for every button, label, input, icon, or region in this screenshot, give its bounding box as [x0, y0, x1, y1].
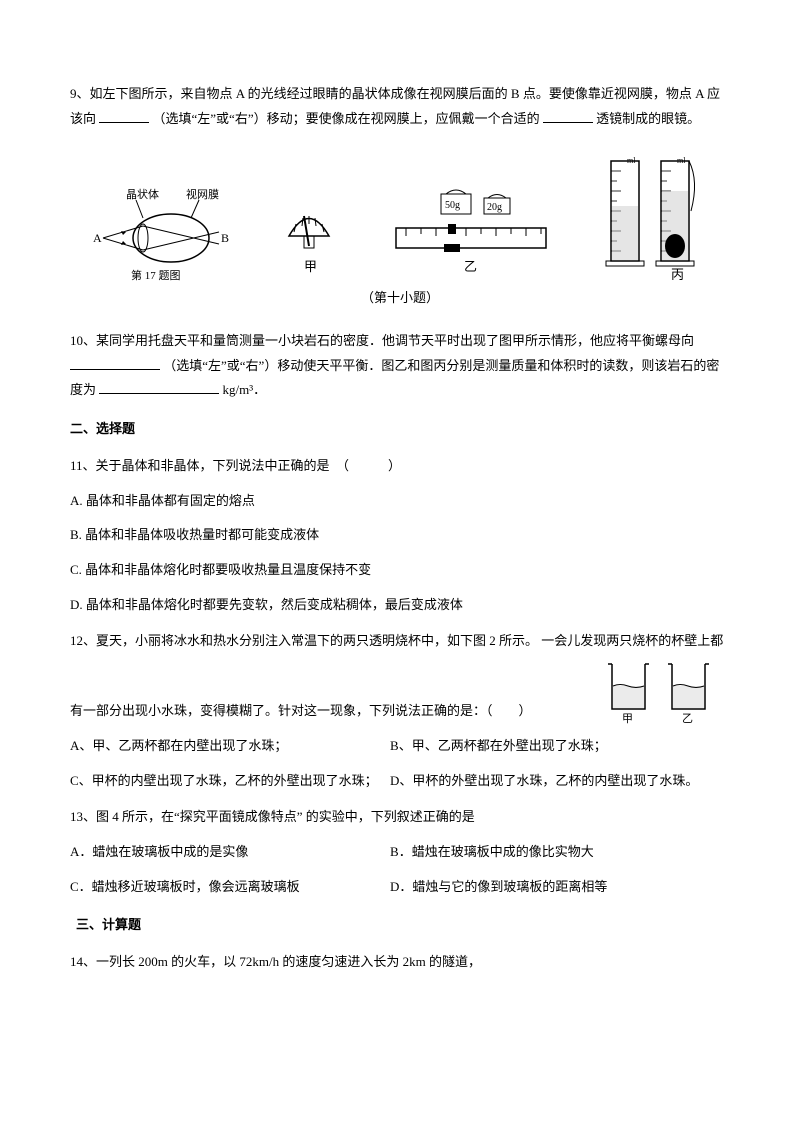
question-12: 12、夏天，小丽将冰水和热水分别注入常温下的两只透明烧杯中，如下图 2 所示。 … — [70, 629, 730, 793]
q12-stem2: 有一部分出现小水珠，变得模糊了。针对这一现象，下列说法正确的是：（ ） — [70, 699, 594, 724]
q13-opt-b[interactable]: B．蜡烛在玻璃板中成的像比实物大 — [390, 840, 707, 865]
label-jia: 甲 — [304, 259, 317, 274]
eye-diagram-svg: 晶状体 视网膜 A B 第 17 题图 — [91, 186, 231, 281]
q10-blank-2[interactable] — [99, 380, 219, 394]
figure-eye: 晶状体 视网膜 A B 第 17 题图 — [91, 186, 231, 281]
figure-balance: 50g 20g 乙 — [386, 186, 556, 281]
q12-opt-a[interactable]: A、甲、乙两杯都在内壁出现了水珠； — [70, 734, 387, 759]
q13-opt-c[interactable]: C．蜡烛移近玻璃板时，像会远离玻璃板 — [70, 875, 387, 900]
q9-hint1: （选填“左”或“右”）移动；要使像成在视网膜上，应佩戴一个合适的 — [153, 111, 540, 126]
label-yi: 乙 — [464, 259, 477, 274]
q10-blank-1[interactable] — [70, 356, 160, 370]
question-11: 11、关于晶体和非晶体，下列说法中正确的是 （ ） A. 晶体和非晶体都有固定的… — [70, 454, 730, 617]
weight-20: 20g — [487, 202, 502, 213]
question-9: 9、如左下图所示，来自物点 A 的光线经过眼睛的晶状体成像在视网膜后面的 B 点… — [70, 82, 730, 131]
q12-opt-d[interactable]: D、甲杯的外壁出现了水珠，乙杯的内壁出现了水珠。 — [390, 769, 707, 794]
section-2-title: 二、选择题 — [70, 417, 730, 442]
q13-opt-d[interactable]: D．蜡烛与它的像到玻璃板的距离相等 — [390, 875, 707, 900]
lens-label: 晶状体 — [126, 187, 159, 201]
q13-opt-a[interactable]: A．蜡烛在玻璃板中成的是实像 — [70, 840, 387, 865]
ml-1: ml — [627, 156, 636, 165]
cylinder-svg: ml ml 丙 — [599, 151, 709, 281]
figure-pointer: 甲 — [274, 196, 344, 281]
q10-unit: kg/m³． — [223, 382, 267, 397]
point-b: B — [221, 231, 229, 245]
beaker-figure: 甲 乙 — [600, 654, 730, 724]
q11-opt-c[interactable]: C. 晶体和非晶体熔化时都要吸收热量且温度保持不变 — [70, 558, 730, 583]
q12-stem1: 12、夏天，小丽将冰水和热水分别注入常温下的两只透明烧杯中，如下图 2 所示。 … — [70, 629, 730, 654]
q11-opt-b[interactable]: B. 晶体和非晶体吸收热量时都可能变成液体 — [70, 523, 730, 548]
q10-line1: 10、某同学用托盘天平和量筒测量一小块岩石的密度．他调节天平时出现了图甲所示情形… — [70, 333, 694, 348]
figure-cylinders: ml ml 丙 — [599, 151, 709, 281]
q9-suffix: 透镜制成的眼镜。 — [596, 111, 700, 126]
weight-50: 50g — [445, 200, 460, 211]
balance-svg: 50g 20g 乙 — [386, 186, 556, 281]
beaker-jia: 甲 — [622, 713, 633, 724]
ml-2: ml — [677, 156, 686, 165]
section-3-title: 三、计算题 — [76, 913, 730, 938]
q11-stem: 11、关于晶体和非晶体，下列说法中正确的是 （ ） — [70, 454, 730, 479]
question-14: 14、一列长 200m 的火车，以 72km/h 的速度匀速进入长为 2km 的… — [70, 950, 730, 975]
pointer-svg: 甲 — [274, 196, 344, 281]
q11-opt-a[interactable]: A. 晶体和非晶体都有固定的熔点 — [70, 489, 730, 514]
q11-opt-d[interactable]: D. 晶体和非晶体熔化时都要先变软，然后变成粘稠体，最后变成液体 — [70, 593, 730, 618]
question-13: 13、图 4 所示，在“探究平面镜成像特点” 的实验中，下列叙述正确的是 A．蜡… — [70, 805, 730, 899]
figure-caption: （第十小题） — [70, 286, 730, 311]
eye-caption: 第 17 题图 — [131, 268, 181, 281]
label-bing: 丙 — [671, 267, 684, 281]
question-10: 10、某同学用托盘天平和量筒测量一小块岩石的密度．他调节天平时出现了图甲所示情形… — [70, 329, 730, 403]
beaker-yi: 乙 — [682, 712, 693, 724]
retina-label: 视网膜 — [186, 187, 219, 201]
q12-opt-b[interactable]: B、甲、乙两杯都在外壁出现了水珠； — [390, 734, 707, 759]
q9-blank-1[interactable] — [99, 109, 149, 123]
q9-blank-2[interactable] — [543, 109, 593, 123]
figure-row: 晶状体 视网膜 A B 第 17 题图 — [70, 151, 730, 281]
point-a: A — [93, 231, 102, 245]
q13-stem: 13、图 4 所示，在“探究平面镜成像特点” 的实验中，下列叙述正确的是 — [70, 805, 730, 830]
q12-opt-c[interactable]: C、甲杯的内壁出现了水珠，乙杯的外壁出现了水珠； — [70, 769, 387, 794]
